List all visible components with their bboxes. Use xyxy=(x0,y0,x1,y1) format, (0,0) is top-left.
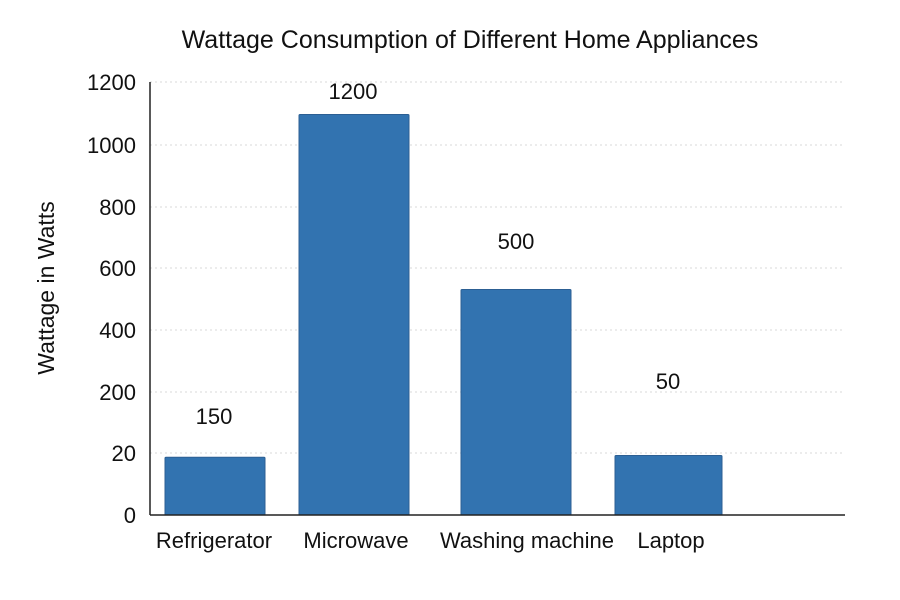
y-axis-label: Wattage in Watts xyxy=(33,201,59,374)
bar-microwave xyxy=(298,113,410,516)
bar-refrigerator xyxy=(164,456,266,516)
axes xyxy=(149,82,845,516)
data-label-refrigerator: 150 xyxy=(196,404,233,429)
chart-title: Wattage Consumption of Different Home Ap… xyxy=(182,26,759,54)
y-tick-label: 600 xyxy=(99,256,136,281)
data-label-washing-machine: 500 xyxy=(498,229,535,254)
y-tick-label: 20 xyxy=(112,441,136,466)
y-tick-label: 400 xyxy=(99,318,136,343)
y-tick-label: 1000 xyxy=(87,133,136,158)
x-tick-label-refrigerator: Refrigerator xyxy=(156,528,272,553)
labels: 12001000800600400200200150Refrigerator12… xyxy=(87,70,705,553)
y-tick-label: 800 xyxy=(99,195,136,220)
bar-washing-machine xyxy=(460,288,572,516)
x-tick-label-microwave: Microwave xyxy=(303,528,408,553)
y-tick-label: 1200 xyxy=(87,70,136,95)
bars xyxy=(164,113,723,516)
gridlines xyxy=(150,81,845,454)
y-tick-label: 200 xyxy=(99,380,136,405)
x-tick-label-washing-machine: Washing machine xyxy=(440,528,614,553)
y-tick-label: 0 xyxy=(124,503,136,528)
bar-laptop xyxy=(614,454,723,516)
data-label-laptop: 50 xyxy=(656,369,680,394)
data-label-microwave: 1200 xyxy=(329,79,378,104)
x-tick-label-laptop: Laptop xyxy=(637,528,704,553)
